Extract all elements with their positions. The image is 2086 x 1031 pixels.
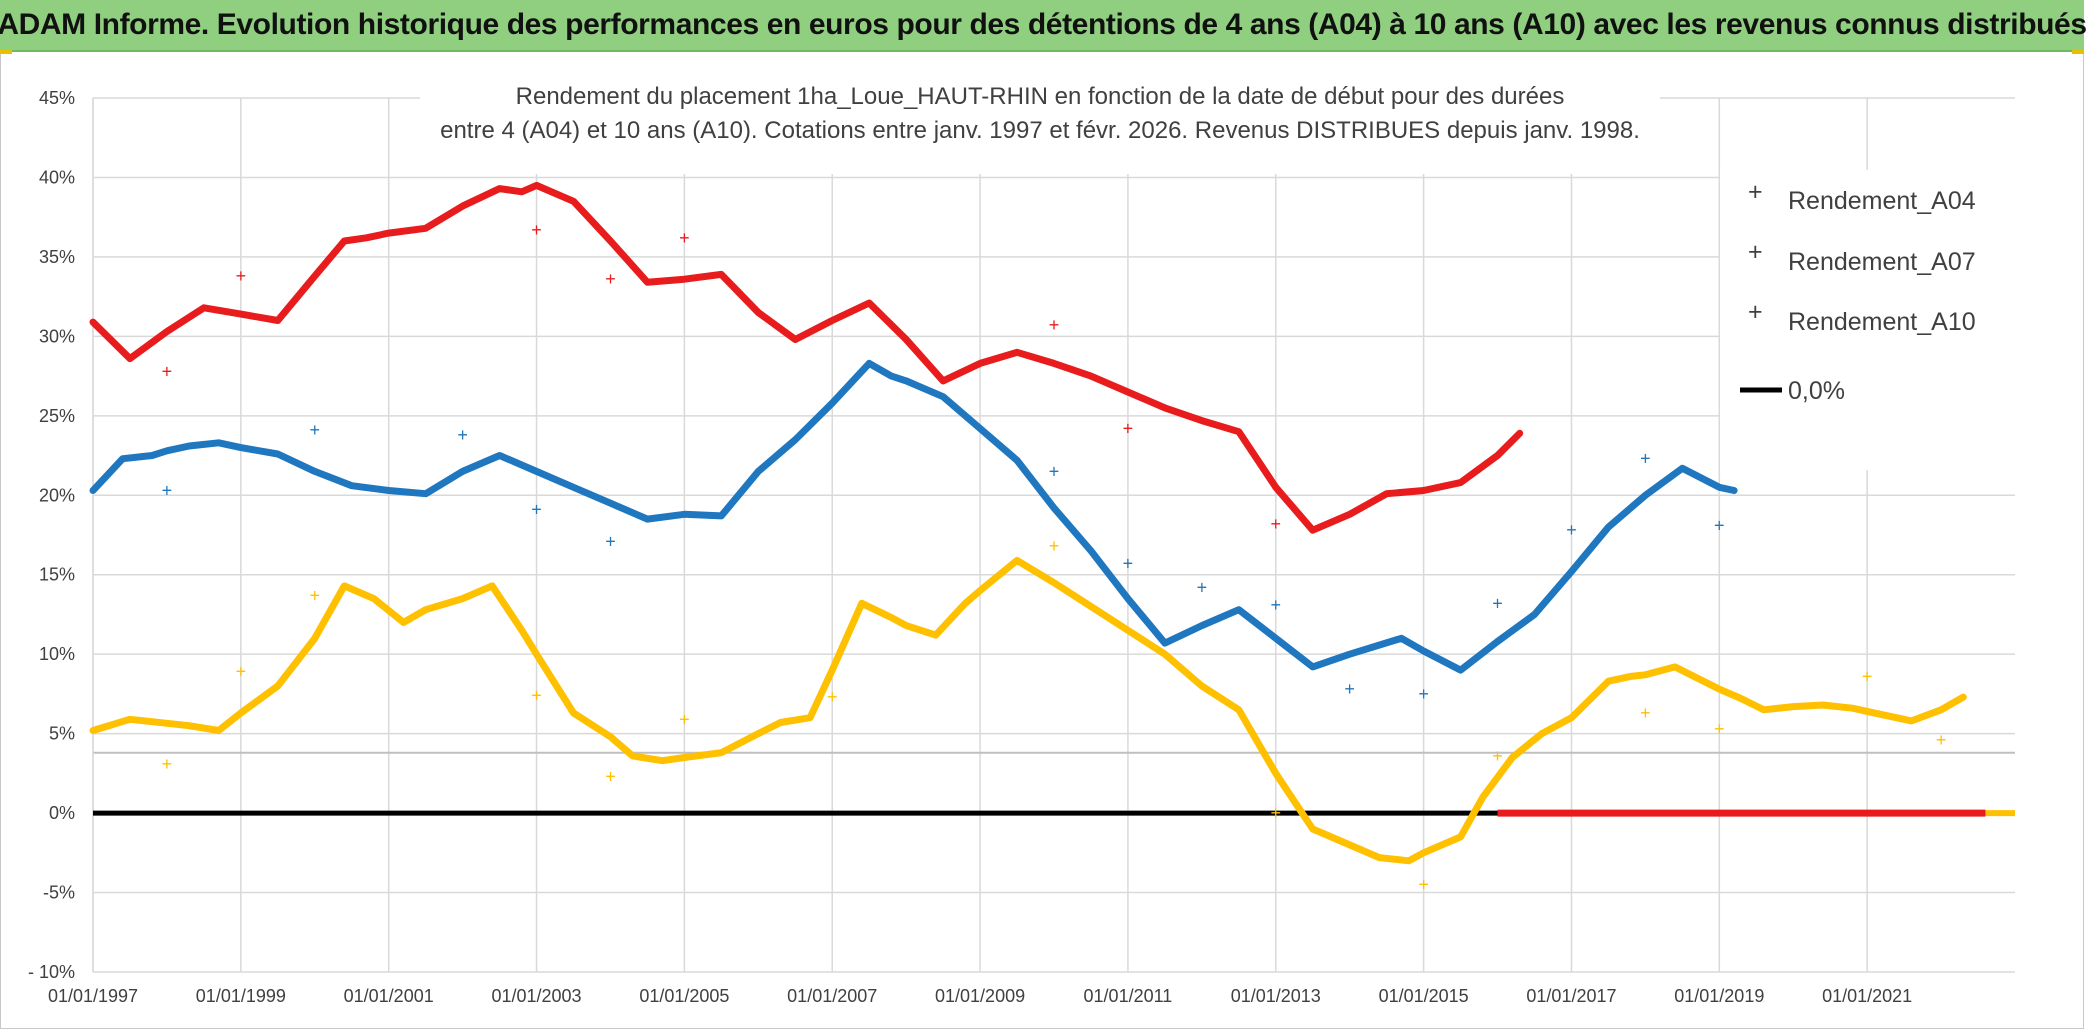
y-tick-label: 10%	[39, 644, 75, 664]
series-marker-a10: +	[605, 269, 616, 289]
x-tick-label: 01/01/2009	[935, 986, 1025, 1006]
x-tick-label: 01/01/2019	[1674, 986, 1764, 1006]
series-marker-a07: +	[162, 481, 173, 501]
series-marker-a07: +	[1566, 520, 1577, 540]
report-banner: ADAM Informe. Evolution historique des p…	[0, 0, 2086, 52]
legend-label-a10: Rendement_A10	[1788, 308, 1976, 336]
y-tick-label: 35%	[39, 247, 75, 267]
legend-marker-a04: +	[1748, 178, 1763, 206]
series-marker-a04: +	[310, 585, 321, 605]
x-tick-label: 01/01/2003	[491, 986, 581, 1006]
series-marker-a04: +	[1862, 666, 1873, 686]
y-tick-label: -5%	[43, 883, 75, 903]
banner-accent-left	[0, 50, 12, 54]
legend-marker-a07: +	[1748, 238, 1763, 266]
legend-label-zero: 0,0%	[1788, 377, 1845, 405]
series-layer: + + + + + + + + + + + + + + + + + + + + + + + + + + + + + + + + + + + + + +	[89, 181, 2015, 895]
y-tick-label: 45%	[39, 88, 75, 108]
series-marker-a04: +	[1936, 730, 1947, 750]
series-marker-a07: +	[1492, 593, 1503, 613]
legend-marker-a10: +	[1748, 298, 1763, 326]
legend-label-a04: Rendement_A04	[1788, 187, 1976, 215]
series-marker-a04: +	[605, 767, 616, 787]
series-marker-a10: +	[1049, 315, 1060, 335]
x-tick-label: 01/01/2011	[1084, 986, 1173, 1006]
series-line-a07	[89, 359, 1738, 674]
series-marker-a07: +	[457, 425, 468, 445]
x-tick-label: 01/01/2001	[344, 986, 434, 1006]
yield-chart: 45% 40% 35% 30% 25% 20% 15% 10% 5% 0% -5% - 10% 01/…	[28, 74, 2020, 1006]
legend: + Rendement_A04 + Rendement_A07 + Rendem…	[1740, 178, 1976, 405]
series-marker-a07: +	[1714, 515, 1725, 535]
series-marker-a07: +	[1123, 554, 1134, 574]
series-marker-a04: +	[1418, 875, 1429, 895]
series-marker-a10: +	[162, 361, 173, 381]
series-marker-a10: +	[236, 266, 247, 286]
series-marker-a04: +	[827, 687, 838, 707]
series-line-a04	[89, 556, 1967, 865]
series-marker-a07: +	[605, 531, 616, 551]
series-marker-a04: +	[1271, 803, 1282, 823]
series-marker-a04: +	[1714, 719, 1725, 739]
legend-background	[1720, 170, 2020, 470]
x-tick-label: 01/01/2013	[1231, 986, 1321, 1006]
y-tick-label: 20%	[39, 485, 75, 505]
series-line-a10	[89, 181, 1524, 534]
series-marker-a07: +	[1049, 461, 1060, 481]
y-axis-tick-labels: 45% 40% 35% 30% 25% 20% 15% 10% 5% 0% -5% - 10%	[28, 88, 75, 982]
y-tick-label: 25%	[39, 406, 75, 426]
x-tick-label: 01/01/2007	[787, 986, 877, 1006]
y-tick-label: 5%	[49, 724, 75, 744]
x-axis-tick-labels: 01/01/1997 01/01/1999 01/01/2001 01/01/2003…	[48, 986, 1912, 1006]
series-marker-a04: +	[236, 662, 247, 682]
banner-accent-right	[2072, 50, 2084, 54]
legend-label-a07: Rendement_A07	[1788, 248, 1976, 276]
x-tick-label: 01/01/1997	[48, 986, 138, 1006]
chart-title-line-2: entre 4 (A04) et 10 ans (A10). Cotations…	[440, 117, 1640, 144]
series-marker-a10: +	[1271, 514, 1282, 534]
series-marker-a04: +	[1049, 536, 1060, 556]
series-marker-a07: +	[310, 420, 321, 440]
y-tick-label: 0%	[49, 803, 75, 823]
y-tick-label: 30%	[39, 326, 75, 346]
series-marker-a10: +	[679, 228, 690, 248]
title-background	[420, 74, 1660, 174]
series-marker-a07: +	[531, 500, 542, 520]
x-tick-label: 01/01/2017	[1526, 986, 1616, 1006]
series-marker-a04: +	[1640, 703, 1651, 723]
series-marker-a04: +	[679, 709, 690, 729]
series-marker-a07: +	[1344, 679, 1355, 699]
x-tick-label: 01/01/2021	[1822, 986, 1912, 1006]
y-tick-label: 15%	[39, 565, 75, 585]
x-tick-label: 01/01/2015	[1379, 986, 1469, 1006]
series-marker-a04: +	[162, 754, 173, 774]
series-marker-a04: +	[531, 685, 542, 705]
x-tick-label: 01/01/1999	[196, 986, 286, 1006]
series-marker-a07: +	[1197, 577, 1208, 597]
series-marker-a07: +	[1418, 684, 1429, 704]
series-marker-a07: +	[1640, 449, 1651, 469]
x-tick-label: 01/01/2005	[639, 986, 729, 1006]
chart-title-line-1: Rendement du placement 1ha_Loue_HAUT-RHI…	[516, 83, 1565, 110]
series-marker-a10: +	[1123, 419, 1134, 439]
y-tick-label: 40%	[39, 167, 75, 187]
y-tick-label: - 10%	[28, 962, 75, 982]
series-marker-a10: +	[531, 220, 542, 240]
series-marker-a07: +	[1271, 595, 1282, 615]
series-marker-a04: +	[1492, 746, 1503, 766]
